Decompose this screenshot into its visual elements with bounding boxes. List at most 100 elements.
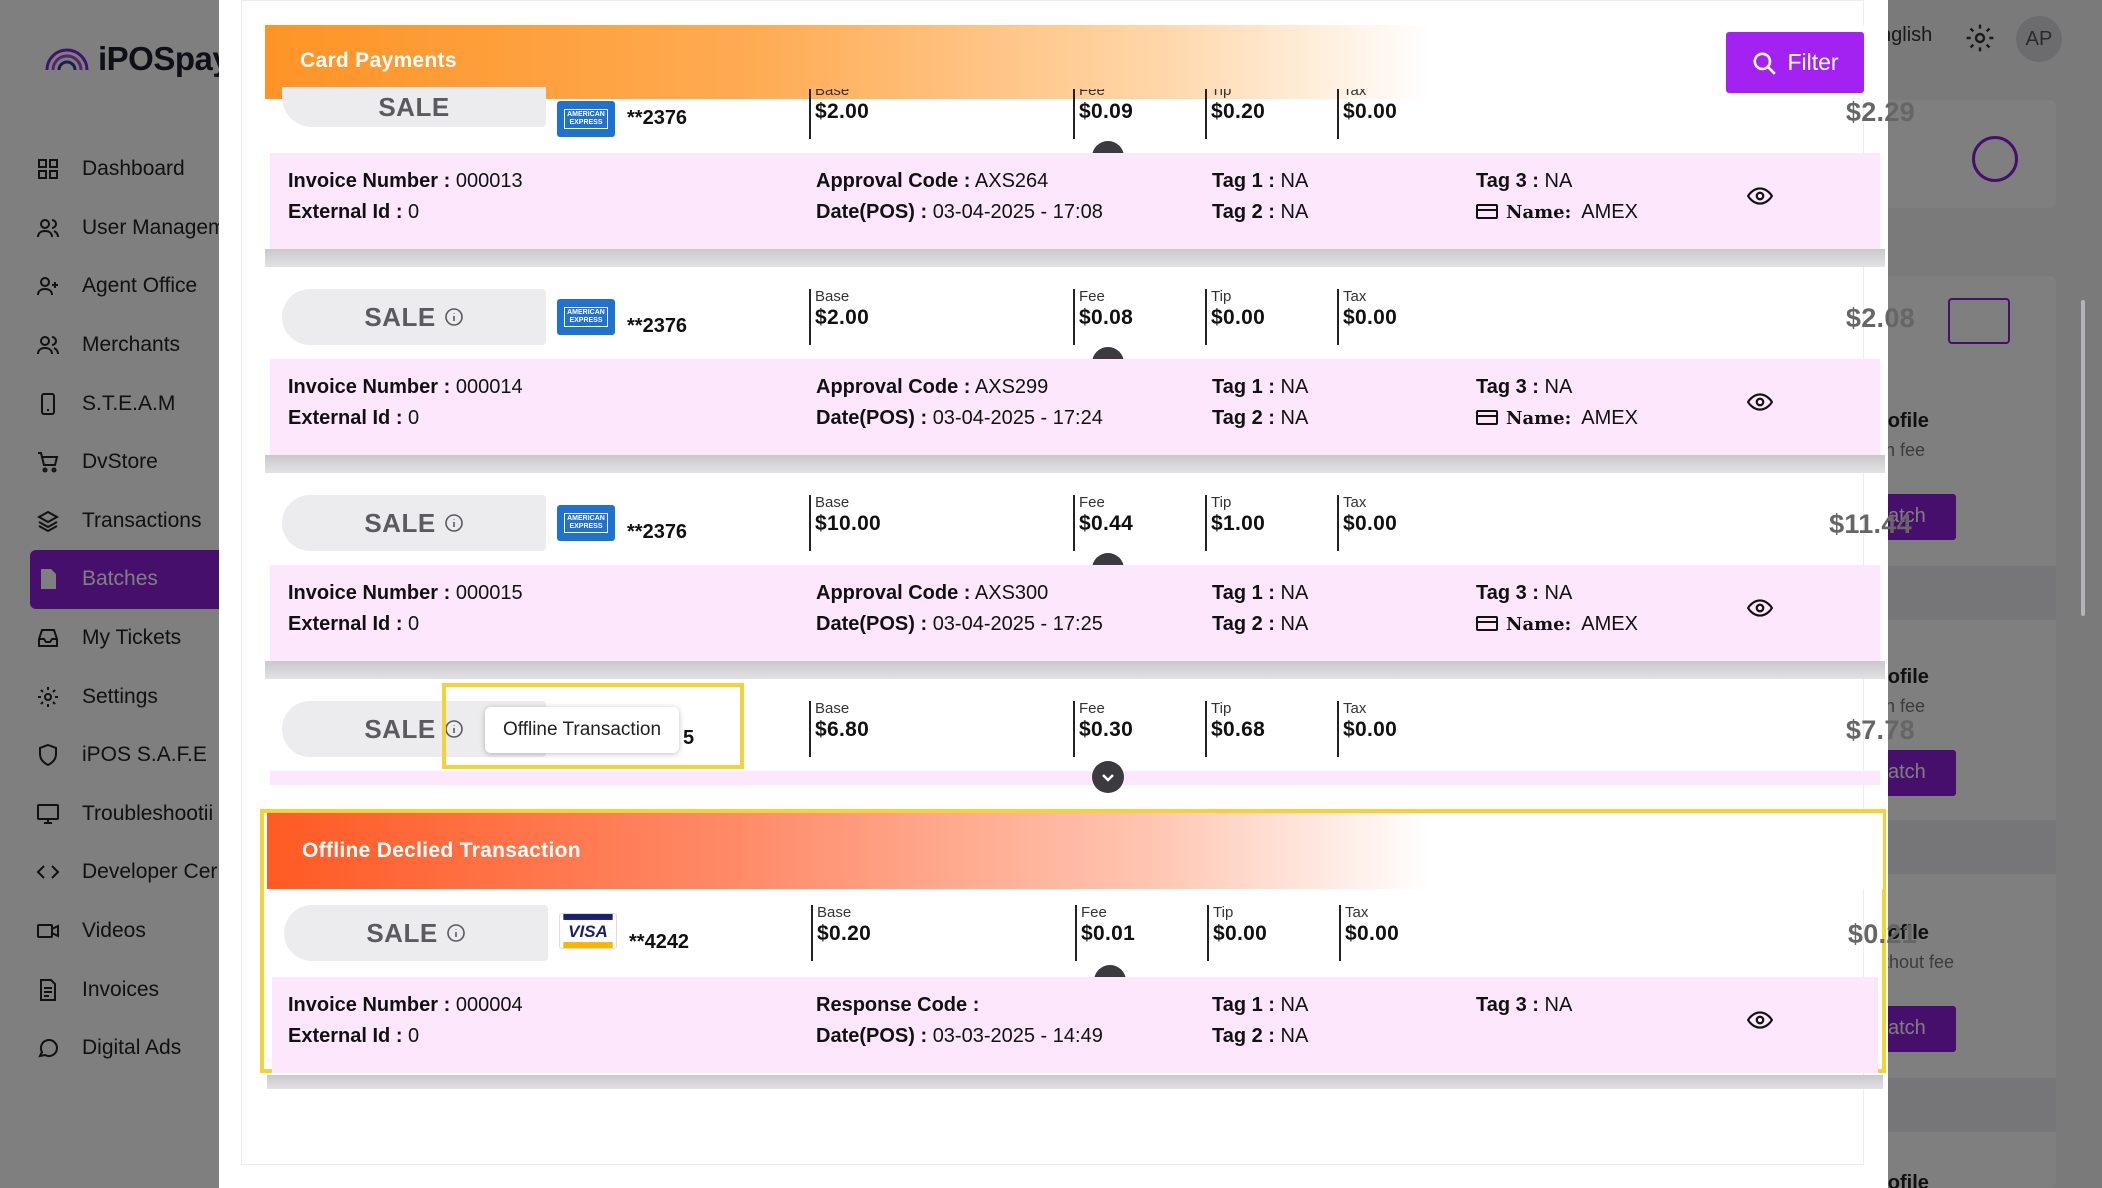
tag-1: Tag 1 : NA xyxy=(1212,582,1308,605)
expand-chevron-icon[interactable] xyxy=(1092,761,1124,793)
response-code: Response Code : xyxy=(816,994,979,1017)
name-label: Name: xyxy=(1506,408,1572,429)
approval-code: Approval Code : AXS264 xyxy=(816,170,1048,193)
transaction-details: Invoice Number : 000013 External Id : 0 … xyxy=(270,153,1880,249)
tag3-value: NA xyxy=(1544,994,1573,1016)
date-value: 03-04-2025 - 17:08 xyxy=(932,201,1103,223)
info-icon[interactable] xyxy=(444,307,464,327)
invoice-value: 000015 xyxy=(455,582,523,604)
tag-2: Tag 2 : NA xyxy=(1212,1025,1308,1048)
invoice-number: Invoice Number : 000014 xyxy=(288,376,523,399)
card-payments-header: Card Payments xyxy=(265,25,1885,99)
transaction-details: Invoice Number : 000014 External Id : 0 … xyxy=(270,359,1880,455)
base-label: Base xyxy=(815,494,850,511)
offline-declined-header: Offline Declied Transaction xyxy=(267,813,1883,889)
transaction-details: Invoice Number : 000015 External Id : 0 … xyxy=(270,565,1880,661)
approval-code: Approval Code : AXS300 xyxy=(816,582,1048,605)
base-amount: Base $0.20 xyxy=(811,905,871,961)
tax-amount: Tax $0.00 xyxy=(1339,905,1399,961)
external-value: 0 xyxy=(408,201,420,223)
date-label: Date(POS) : xyxy=(816,1025,928,1047)
date-value: 03-03-2025 - 14:49 xyxy=(932,1025,1103,1047)
tooltip-highlight xyxy=(442,683,744,769)
sale-label: SALE xyxy=(364,507,436,538)
fee-label: Fee xyxy=(1079,89,1105,99)
tax-amount: Tax $0.00 xyxy=(1337,495,1397,551)
visa-card-icon: VISA xyxy=(559,913,617,949)
tag2-value: NA xyxy=(1280,201,1309,223)
date-label: Date(POS) : xyxy=(816,201,928,223)
base-amount: Base $2.00 xyxy=(809,89,869,139)
credit-card-icon xyxy=(1476,616,1498,631)
base-value: $2.00 xyxy=(815,306,870,329)
external-value: 0 xyxy=(408,407,420,429)
invoice-value: 000013 xyxy=(455,170,523,192)
amex-card-icon: AMERICAN EXPRESS xyxy=(557,299,615,335)
fee-amount: Fee $0.30 xyxy=(1073,701,1133,757)
external-label: External Id : xyxy=(288,613,403,635)
tag-2: Tag 2 : NA xyxy=(1212,407,1308,430)
tag-3: Tag 3 : NA xyxy=(1476,582,1572,605)
card-name: Name: AMEX xyxy=(1476,613,1638,636)
eye-icon[interactable] xyxy=(1747,183,1773,209)
total-amount: $2.29 xyxy=(1845,97,1915,127)
fee-amount: Fee $0.09 xyxy=(1073,89,1133,139)
invoice-value: 000004 xyxy=(455,994,523,1016)
tip-amount: Tip $0.20 xyxy=(1205,89,1265,139)
tag-3: Tag 3 : NA xyxy=(1476,994,1572,1017)
modal-scrollbar[interactable] xyxy=(2081,300,2085,616)
tag3-label: Tag 3 : xyxy=(1476,376,1539,398)
credit-card-icon xyxy=(1476,204,1498,219)
tag1-value: NA xyxy=(1280,376,1309,398)
filter-button[interactable]: Filter xyxy=(1726,32,1864,93)
tax-label: Tax xyxy=(1343,288,1367,305)
tag-3: Tag 3 : NA xyxy=(1476,170,1572,193)
tip-label: Tip xyxy=(1211,89,1232,99)
card-name: Name: AMEX xyxy=(1476,201,1638,224)
pos-date: Date(POS) : 03-04-2025 - 17:25 xyxy=(816,613,1103,636)
invoice-label: Invoice Number : xyxy=(288,170,451,192)
pos-date: Date(POS) : 03-04-2025 - 17:08 xyxy=(816,201,1103,224)
base-value: $10.00 xyxy=(815,512,882,535)
fee-label: Fee xyxy=(1079,288,1105,305)
eye-icon[interactable] xyxy=(1747,595,1773,621)
external-value: 0 xyxy=(408,613,420,635)
row-separator xyxy=(265,455,1885,473)
base-value: $2.00 xyxy=(815,100,870,123)
external-value: 0 xyxy=(408,1025,420,1047)
base-value: $6.80 xyxy=(815,718,870,741)
search-icon xyxy=(1753,51,1777,75)
tag-2: Tag 2 : NA xyxy=(1212,201,1308,224)
transaction-summary: SALE VISA **4242 Base $0.20 Fee $0.01 Tip $… xyxy=(267,883,1917,991)
card-number: 5 xyxy=(683,727,695,749)
tag1-label: Tag 1 : xyxy=(1212,376,1275,398)
date-value: 03-04-2025 - 17:24 xyxy=(932,407,1103,429)
fee-label: Fee xyxy=(1079,494,1105,511)
tip-label: Tip xyxy=(1211,700,1232,717)
total-amount: $11.44 xyxy=(1829,509,1912,539)
tax-value: $0.00 xyxy=(1343,306,1398,329)
eye-icon[interactable] xyxy=(1747,389,1773,415)
base-label: Base xyxy=(815,89,850,99)
base-label: Base xyxy=(817,904,852,921)
sale-badge: SALE xyxy=(282,495,546,551)
card-number: **2376 xyxy=(627,107,688,129)
approval-label: Approval Code : xyxy=(816,376,971,398)
external-label: External Id : xyxy=(288,201,403,223)
tax-label: Tax xyxy=(1343,494,1367,511)
info-icon[interactable] xyxy=(446,923,466,943)
tip-value: $0.00 xyxy=(1213,922,1268,945)
info-icon[interactable] xyxy=(444,513,464,533)
response-label: Response Code : xyxy=(816,994,980,1016)
fee-amount: Fee $0.08 xyxy=(1073,289,1133,345)
tag-3: Tag 3 : NA xyxy=(1476,376,1572,399)
tag-1: Tag 1 : NA xyxy=(1212,376,1308,399)
tip-amount: Tip $1.00 xyxy=(1205,495,1265,551)
tip-label: Tip xyxy=(1213,904,1234,921)
card-number: **4242 xyxy=(629,931,690,953)
card-name: Name: AMEX xyxy=(1476,407,1638,430)
tax-label: Tax xyxy=(1343,700,1367,717)
tax-amount: Tax $0.00 xyxy=(1337,289,1397,345)
external-label: External Id : xyxy=(288,407,403,429)
eye-icon[interactable] xyxy=(1747,1007,1773,1033)
